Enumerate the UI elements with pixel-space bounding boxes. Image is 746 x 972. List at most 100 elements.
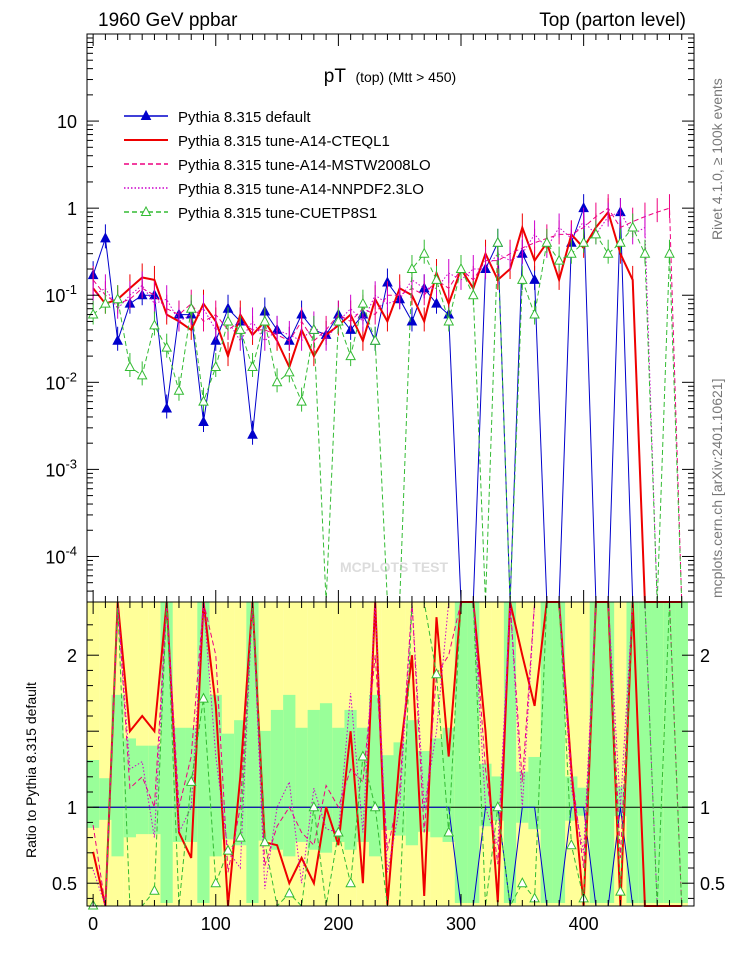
ratio-data-point [210,877,222,888]
data-point [100,297,111,308]
data-point [431,273,442,284]
ratio-band-green [86,760,100,828]
data-point [136,369,148,380]
ratio-data-point [431,668,442,679]
data-point [308,323,320,334]
ratio-band-green [221,733,235,840]
y-tick-label: 10-4 [45,543,77,567]
data-point [210,360,222,371]
data-point [124,360,136,371]
y-tick-label: 10-3 [45,456,77,480]
data-point [529,308,540,319]
legend-marker [140,109,152,120]
data-point [431,297,442,308]
ratio-band-green [638,602,652,903]
ratio-series-line [93,806,682,907]
data-point [529,273,540,284]
data-point [406,262,418,274]
y-tick-label: 10 [57,112,77,132]
ratio-data-point [259,836,271,847]
ratio-series-group [92,601,683,907]
data-point [345,350,356,361]
ratio-band-green [344,709,357,850]
data-point [259,315,271,326]
ratio-data-point [222,844,234,855]
axes-ticks: 0 100 200 300 400 10 1 10-1 10-2 10-3 10-4 2 2 1 1 0.5 0… [45,33,725,934]
ratio-data-point [492,801,504,812]
data-point [492,236,504,247]
data-point [369,334,381,345]
data-point [602,247,614,258]
data-point [149,319,160,330]
data-point [296,395,307,406]
ratio-data-point [234,831,246,842]
header-right: Top (parton level) [539,10,686,31]
legend-label: Pythia 8.315 default [178,109,311,126]
data-point [553,254,565,265]
data-point [210,334,222,345]
legend-entry: Pythia 8.315 tune-CUETP8S1 [124,205,377,222]
ratio-band-green [540,602,554,903]
ratio-band-green [258,730,272,841]
series-group [92,198,682,603]
series-group [87,194,682,603]
data-point [222,315,234,326]
x-tick-label: 0 [88,914,98,934]
data-point [615,236,626,247]
legend-entry: Pythia 8.315 tune-A14-MSTW2008LO [124,157,431,174]
ratio-series-line [92,601,683,907]
data-point [516,273,528,284]
ratio-series-line [92,601,682,907]
ratio-y-tick-label: 0.5 [52,874,77,894]
ratio-band-green [454,602,468,903]
ratio-band-green [601,602,615,903]
ratio-band-green [589,602,603,903]
x-tick-label: 100 [201,914,231,934]
ratio-band-green [332,727,345,842]
ratio-band-green [270,709,284,850]
legend-label: Pythia 8.315 tune-CUETP8S1 [178,205,377,222]
ratio-band-green [405,720,419,846]
data-point [198,415,209,427]
data-point [664,247,675,258]
data-point [112,293,123,304]
ratio-data-point [198,692,209,703]
legend-entry: Pythia 8.315 tune-A14-NNPDF2.3LO [124,181,424,198]
legend-label: Pythia 8.315 tune-A14-MSTW2008LO [178,157,431,174]
ratio-panel-frame [86,601,695,907]
ratio-data-point [284,887,295,898]
data-point [357,297,369,308]
ratio-band-green [552,602,566,903]
y-tick-exponent: -2 [65,369,77,384]
y-tick-label: 10-1 [45,282,77,306]
data-point [112,334,123,345]
ratio-band-green [135,745,149,835]
data-point [161,341,173,352]
side-label-bottom: mcplots.cern.ch [arXiv:2401.10621] [709,379,725,598]
ratio-axis-label: Ratio to Pythia 8.315 default [23,682,39,858]
x-tick-label: 200 [323,914,353,934]
ratio-band-green [246,602,259,903]
data-point [100,232,111,243]
ratio-data-point [443,826,455,837]
data-point [566,247,577,258]
y-tick-exponent: -1 [65,282,77,297]
ratio-band-green [503,602,517,903]
data-point [541,236,553,247]
ratio-series-group [93,806,682,907]
ratio-data-point [185,775,197,786]
x-tick-label: 300 [446,914,476,934]
ratio-data-point [369,801,381,812]
ratio-y-tick-label: 1 [67,798,77,818]
watermark: MCPLOTS TEST [340,559,449,575]
ratio-band-green [368,694,382,857]
ratio-band-yellow [516,602,529,906]
data-point [198,395,209,406]
data-point [284,366,295,377]
ratio-band-green [295,727,308,842]
data-point [418,247,430,258]
series-line [92,207,683,603]
data-point [173,384,185,395]
ratio-band-yellow [479,602,492,906]
